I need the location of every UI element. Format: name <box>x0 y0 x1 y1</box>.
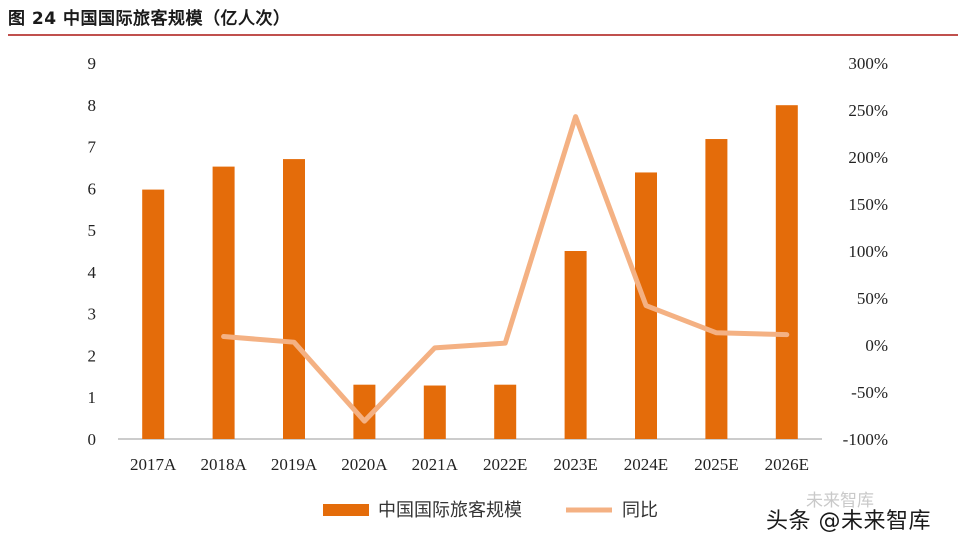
left-axis-tick-label: 1 <box>88 388 97 407</box>
x-axis-tick-label: 2021A <box>412 455 459 474</box>
legend-bar-label: 中国国际旅客规模 <box>378 500 522 521</box>
bar-2020A <box>353 384 376 439</box>
left-axis-tick-label: 8 <box>88 96 97 115</box>
left-axis-tick-label: 5 <box>88 221 97 240</box>
bar-2026E <box>775 105 798 439</box>
yoy-line <box>221 114 790 424</box>
left-axis-tick-label: 6 <box>88 179 97 198</box>
left-axis-tick-label: 4 <box>88 263 97 282</box>
bar-2018A <box>212 166 235 439</box>
x-axis-tick-label: 2026E <box>765 455 809 474</box>
right-axis-tick-label: 100% <box>848 242 888 261</box>
right-axis-tick-label: -50% <box>851 383 888 402</box>
legend-line-label: 同比 <box>622 500 658 521</box>
legend-bar-swatch <box>323 504 369 516</box>
bar-series <box>142 105 798 440</box>
left-axis-tick-label: 9 <box>88 54 97 73</box>
x-axis-tick-label: 2023E <box>553 455 597 474</box>
watermark: 头条 @未来智库 <box>766 509 931 534</box>
right-axis-tick-label: 0% <box>865 336 888 355</box>
right-axis-tick-label: 150% <box>848 195 888 214</box>
right-axis-tick-label: 250% <box>848 101 888 120</box>
bar-2021A <box>423 385 446 439</box>
left-axis-ticks: 0 1 2 3 4 5 6 7 8 9 <box>88 54 97 449</box>
x-axis-tick-label: 2024E <box>624 455 668 474</box>
bar-2017A <box>142 189 165 439</box>
title-divider <box>8 34 958 36</box>
right-axis-tick-label: 200% <box>848 148 888 167</box>
x-axis-tick-label: 2020A <box>341 455 388 474</box>
bar-2025E <box>705 139 728 439</box>
page-title: 图 24 中国国际旅客规模（亿人次） <box>8 9 291 29</box>
x-axis-tick-label: 2019A <box>271 455 318 474</box>
x-axis-tick-label: 2018A <box>200 455 247 474</box>
right-axis-ticks: -100% -50% 0% 50% 100% 150% 200% 250% 300% <box>843 54 888 449</box>
x-axis-tick-label: 2022E <box>483 455 527 474</box>
left-axis-tick-label: 3 <box>88 305 97 324</box>
legend: 中国国际旅客规模 同比 <box>323 500 658 521</box>
bar-2019A <box>283 159 305 440</box>
x-axis-tick-label: 2025E <box>694 455 738 474</box>
x-axis-tick-label: 2017A <box>130 455 177 474</box>
left-axis-tick-label: 0 <box>88 430 97 449</box>
left-axis-tick-label: 7 <box>88 138 97 157</box>
right-axis-tick-label: -100% <box>843 430 888 449</box>
right-axis-tick-label: 50% <box>857 289 888 308</box>
right-axis-tick-label: 300% <box>848 54 888 73</box>
x-axis-ticks: 2017A 2018A 2019A 2020A 2021A 2022E 2023E 2024E… <box>130 455 809 474</box>
bar-2023E <box>564 251 587 439</box>
watermark-logo: 未来智库 <box>806 491 874 511</box>
left-axis-tick-label: 2 <box>88 346 97 365</box>
bar-2022E <box>494 384 517 439</box>
